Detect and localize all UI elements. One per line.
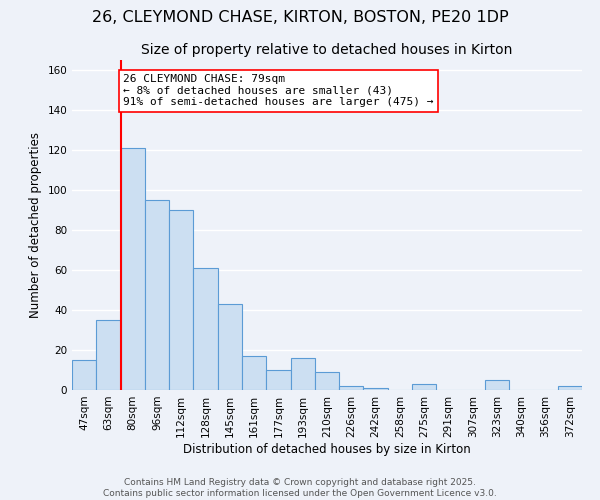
- Text: Contains HM Land Registry data © Crown copyright and database right 2025.
Contai: Contains HM Land Registry data © Crown c…: [103, 478, 497, 498]
- Bar: [145, 200, 169, 390]
- Bar: [72, 360, 96, 390]
- Bar: [290, 358, 315, 390]
- Bar: [193, 268, 218, 390]
- X-axis label: Distribution of detached houses by size in Kirton: Distribution of detached houses by size …: [183, 442, 471, 456]
- Bar: [412, 384, 436, 390]
- Text: 26, CLEYMOND CHASE, KIRTON, BOSTON, PE20 1DP: 26, CLEYMOND CHASE, KIRTON, BOSTON, PE20…: [92, 10, 508, 25]
- Bar: [339, 386, 364, 390]
- Bar: [121, 148, 145, 390]
- Bar: [364, 388, 388, 390]
- Bar: [169, 210, 193, 390]
- Text: 26 CLEYMOND CHASE: 79sqm
← 8% of detached houses are smaller (43)
91% of semi-de: 26 CLEYMOND CHASE: 79sqm ← 8% of detache…: [123, 74, 433, 107]
- Bar: [558, 386, 582, 390]
- Bar: [96, 320, 121, 390]
- Bar: [218, 304, 242, 390]
- Bar: [266, 370, 290, 390]
- Title: Size of property relative to detached houses in Kirton: Size of property relative to detached ho…: [142, 44, 512, 58]
- Bar: [242, 356, 266, 390]
- Bar: [315, 372, 339, 390]
- Y-axis label: Number of detached properties: Number of detached properties: [29, 132, 42, 318]
- Bar: [485, 380, 509, 390]
